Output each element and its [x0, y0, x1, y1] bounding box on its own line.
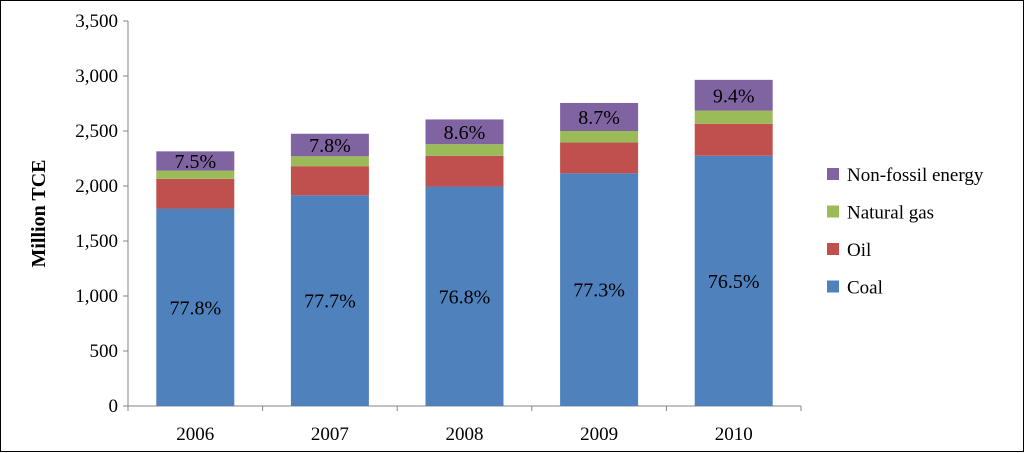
legend-label: Oil — [847, 240, 871, 261]
legend-label: Natural gas — [847, 203, 934, 224]
bar-segment-coal — [290, 195, 369, 406]
bar-segment-natural-gas — [425, 144, 504, 156]
bar-segment-natural-gas — [156, 170, 235, 179]
data-label-coal: 77.8% — [169, 297, 221, 319]
bar-segment-natural-gas — [290, 156, 369, 167]
data-label-non-fossil-energy: 8.7% — [578, 107, 620, 129]
y-tick-label: 0 — [109, 396, 119, 417]
bar-segment-oil — [425, 155, 504, 187]
bar-segment-oil — [694, 123, 773, 156]
y-tick-label: 2,500 — [75, 121, 118, 142]
bar-segment-oil — [290, 166, 369, 196]
bar-segment-oil — [560, 142, 639, 174]
bar-segment-non-fossil-energy — [156, 151, 235, 171]
data-label-non-fossil-energy: 8.6% — [444, 122, 486, 144]
data-label-coal: 76.5% — [708, 271, 760, 293]
legend-swatch — [827, 168, 839, 180]
x-tick-label: 2009 — [580, 424, 618, 445]
bar-segment-coal — [156, 208, 235, 406]
bar-segment-coal — [560, 173, 639, 406]
data-label-coal: 77.3% — [573, 280, 625, 302]
bar-segment-non-fossil-energy — [290, 133, 369, 157]
y-tick-label: 1,000 — [75, 286, 118, 307]
bar-segment-non-fossil-energy — [425, 119, 504, 145]
legend-swatch — [827, 243, 839, 255]
y-tick-label: 1,500 — [75, 231, 118, 252]
legend-swatch — [827, 280, 839, 293]
bar-segment-non-fossil-energy — [560, 102, 639, 131]
data-label-coal: 77.7% — [304, 291, 356, 313]
legend-label: Coal — [847, 278, 883, 299]
bar-segment-coal — [425, 186, 504, 406]
y-tick-label: 3,500 — [75, 11, 118, 32]
bar-segment-coal — [694, 155, 773, 406]
bar-segment-natural-gas — [560, 131, 639, 143]
x-tick-label: 2008 — [446, 424, 484, 445]
legend-label: Non-fossil energy — [847, 165, 984, 186]
bar-segment-non-fossil-energy — [694, 79, 773, 111]
bar-segment-oil — [156, 178, 235, 209]
data-label-coal: 76.8% — [439, 286, 491, 308]
y-tick-label: 500 — [90, 341, 119, 362]
x-tick-label: 2006 — [176, 424, 214, 445]
y-tick-label: 2,000 — [75, 176, 118, 197]
legend-swatch — [827, 205, 839, 218]
y-axis-title: Million TCE — [28, 160, 50, 268]
y-tick-label: 3,000 — [75, 66, 118, 87]
x-tick-label: 2010 — [715, 424, 753, 445]
data-label-non-fossil-energy: 7.8% — [309, 135, 351, 157]
bar-segment-natural-gas — [694, 110, 773, 124]
x-tick-label: 2007 — [311, 424, 349, 445]
data-label-non-fossil-energy: 9.4% — [713, 85, 755, 107]
data-label-non-fossil-energy: 7.5% — [174, 151, 216, 173]
